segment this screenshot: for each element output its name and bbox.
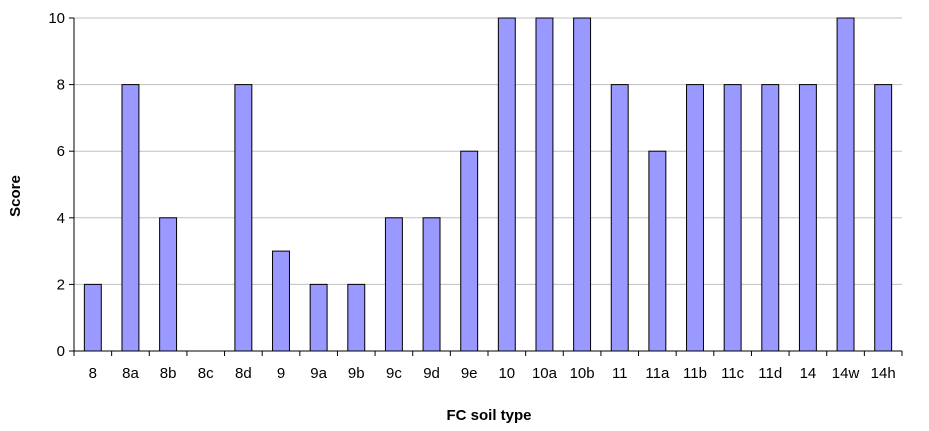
- bar-9a: [309, 283, 328, 352]
- y-tick-label: 0: [57, 343, 65, 360]
- y-tick-label: 8: [57, 77, 65, 94]
- x-tick-label: 14: [800, 365, 817, 382]
- bar-11d: [761, 84, 780, 352]
- x-axis-title: FC soil type: [446, 407, 531, 424]
- bar-10: [497, 17, 516, 352]
- x-tick-label: 14h: [871, 365, 896, 382]
- bar-10a: [535, 17, 554, 352]
- x-tick-label: 9d: [423, 365, 440, 382]
- x-tick-label: 11c: [721, 365, 745, 382]
- bar-11a: [648, 150, 667, 352]
- bar-14h: [874, 84, 893, 352]
- tick-labels: 0 2 4 6 8 10 8 8a 8b 8c 8d 9 9a 9b 9c 9d 9e 10 10a 10b 11 11a…: [48, 10, 895, 382]
- x-tick-label: 9e: [461, 365, 478, 382]
- y-tick-label: 2: [57, 276, 65, 293]
- x-tick-label: 8d: [235, 365, 252, 382]
- x-tick-label: 9c: [386, 365, 402, 382]
- y-tick-label: 10: [48, 10, 65, 27]
- bar-11b: [686, 84, 704, 352]
- x-tick-label: 8b: [160, 365, 177, 382]
- x-tick-label: 10b: [570, 365, 595, 382]
- bar-8: [83, 283, 102, 352]
- bar-8d: [234, 84, 253, 352]
- x-tick-label: 8a: [122, 365, 139, 382]
- x-tick-label: 11d: [758, 365, 782, 382]
- x-tick-label: 10: [498, 365, 515, 382]
- bar-9c: [384, 217, 403, 352]
- x-tick-label: 14w: [832, 365, 860, 382]
- bar-9d: [422, 217, 441, 352]
- y-tick-label: 6: [57, 143, 65, 160]
- x-tick-label: 9a: [310, 365, 327, 382]
- x-tick-label: 9: [277, 365, 285, 382]
- x-tick-label: 9b: [348, 365, 365, 382]
- x-tick-label: 11a: [645, 365, 670, 382]
- bar-11: [610, 84, 629, 352]
- bar-10b: [573, 17, 592, 352]
- x-tick-label: 11: [612, 365, 628, 382]
- x-tick-label: 8c: [198, 365, 214, 382]
- bar-9b: [347, 283, 366, 352]
- bar-14w: [836, 17, 855, 352]
- bar-14: [798, 84, 817, 352]
- y-axis-title: Score: [7, 175, 24, 217]
- bar-8a: [121, 84, 140, 352]
- x-tick-label: 11b: [683, 365, 707, 382]
- bar-series: [83, 17, 893, 352]
- x-tick-label: 8: [89, 365, 97, 382]
- bar-11c: [723, 84, 742, 352]
- axes: [69, 17, 903, 356]
- y-tick-label: 4: [57, 210, 65, 227]
- bar-8b: [159, 217, 178, 352]
- bar-9e: [460, 150, 479, 352]
- bar-9: [272, 250, 290, 352]
- x-tick-label: 10a: [532, 365, 558, 382]
